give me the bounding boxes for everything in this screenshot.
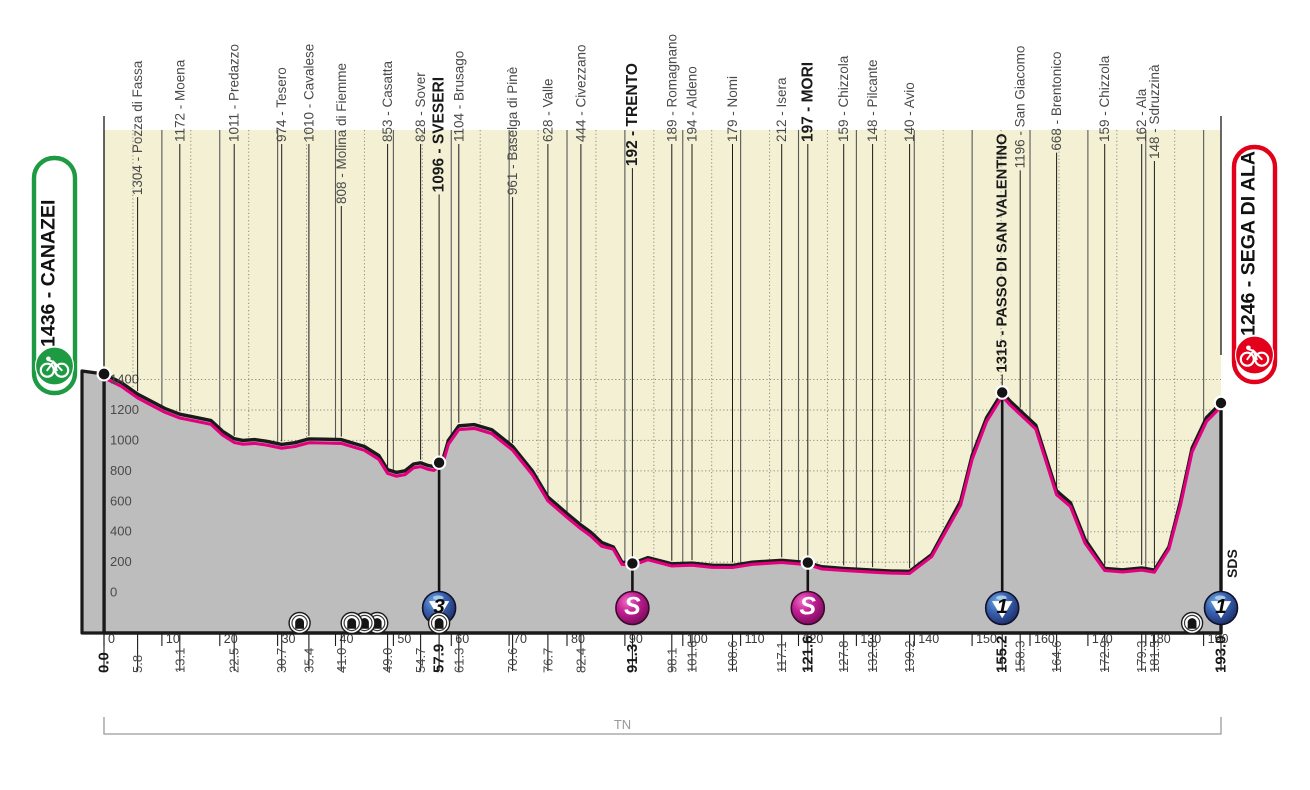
svg-text:961 - Baselga di Pinè: 961 - Baselga di Pinè xyxy=(505,67,520,195)
svg-text:0.0: 0.0 xyxy=(96,652,113,673)
svg-text:10: 10 xyxy=(166,632,180,646)
svg-text:121.6: 121.6 xyxy=(799,635,816,673)
svg-text:159 - Chizzola: 159 - Chizzola xyxy=(836,55,851,142)
svg-text:1: 1 xyxy=(1215,595,1226,618)
svg-text:57.9: 57.9 xyxy=(431,644,448,673)
svg-text:110: 110 xyxy=(745,632,765,646)
svg-text:600: 600 xyxy=(110,493,132,508)
svg-text:80: 80 xyxy=(571,632,585,646)
svg-text:192 - TRENTO: 192 - TRENTO xyxy=(624,63,641,166)
svg-text:400: 400 xyxy=(110,524,132,539)
svg-text:148 - Pilcante: 148 - Pilcante xyxy=(865,59,880,142)
svg-text:808 - Molina di Fiemme: 808 - Molina di Fiemme xyxy=(334,63,349,204)
svg-text:800: 800 xyxy=(110,463,132,478)
svg-text:974 - Tesero: 974 - Tesero xyxy=(274,67,289,142)
svg-text:139.2: 139.2 xyxy=(902,640,917,673)
svg-text:189 - Romagnano: 189 - Romagnano xyxy=(664,34,679,142)
svg-text:82.4: 82.4 xyxy=(573,648,588,673)
svg-text:127.8: 127.8 xyxy=(836,640,851,673)
svg-text:1196 - San Giacomo: 1196 - San Giacomo xyxy=(1013,46,1028,169)
svg-text:108.6: 108.6 xyxy=(725,640,740,673)
svg-text:49.0: 49.0 xyxy=(380,648,395,673)
svg-text:132.8: 132.8 xyxy=(865,640,880,673)
svg-text:30.7: 30.7 xyxy=(274,648,289,673)
svg-text:194 - Aldeno: 194 - Aldeno xyxy=(685,66,700,142)
svg-text:70.6: 70.6 xyxy=(505,648,520,673)
svg-text:70: 70 xyxy=(513,632,527,646)
svg-text:TN: TN xyxy=(614,717,631,732)
svg-text:1400: 1400 xyxy=(110,372,139,387)
svg-text:35.4: 35.4 xyxy=(301,648,316,673)
svg-text:SDS: SDS xyxy=(1224,549,1240,578)
svg-text:54.7: 54.7 xyxy=(413,648,428,673)
svg-text:S: S xyxy=(800,593,817,620)
svg-text:164.6: 164.6 xyxy=(1049,640,1064,673)
svg-text:853 - Casatta: 853 - Casatta xyxy=(380,60,395,142)
svg-text:0: 0 xyxy=(108,632,115,646)
svg-text:91.3: 91.3 xyxy=(624,644,641,673)
svg-text:1: 1 xyxy=(996,595,1007,618)
svg-text:1000: 1000 xyxy=(110,432,139,447)
svg-text:212 - Isera: 212 - Isera xyxy=(774,77,789,142)
svg-text:5.8: 5.8 xyxy=(130,655,145,673)
svg-text:155.2: 155.2 xyxy=(994,635,1011,673)
svg-text:444 - Civezzano: 444 - Civezzano xyxy=(573,44,588,142)
svg-text:181.5: 181.5 xyxy=(1147,640,1162,673)
svg-text:172.9: 172.9 xyxy=(1097,640,1112,673)
svg-text:50: 50 xyxy=(397,632,411,646)
svg-text:1436 - CANAZEI: 1436 - CANAZEI xyxy=(38,200,60,347)
svg-text:158.3: 158.3 xyxy=(1013,640,1028,673)
svg-text:22.5: 22.5 xyxy=(227,648,242,673)
svg-text:13.1: 13.1 xyxy=(172,648,187,673)
svg-text:628 - Valle: 628 - Valle xyxy=(540,78,555,142)
svg-text:117.1: 117.1 xyxy=(774,641,789,673)
svg-text:60: 60 xyxy=(455,632,469,646)
svg-text:197 - MORI: 197 - MORI xyxy=(799,62,816,142)
svg-text:61.3: 61.3 xyxy=(451,648,466,673)
svg-text:30: 30 xyxy=(282,632,296,646)
svg-text:1096 - SVESERI: 1096 - SVESERI xyxy=(431,77,448,192)
svg-text:0: 0 xyxy=(110,585,117,600)
svg-text:148 - Sdruzzinà: 148 - Sdruzzinà xyxy=(1147,64,1162,159)
svg-text:1172 - Moena: 1172 - Moena xyxy=(172,59,187,142)
svg-text:828 - Sover: 828 - Sover xyxy=(413,72,428,142)
svg-text:41.0: 41.0 xyxy=(334,648,349,673)
svg-text:1010 - Cavalese: 1010 - Cavalese xyxy=(301,44,316,142)
svg-text:200: 200 xyxy=(110,554,132,569)
svg-text:1011 - Predazzo: 1011 - Predazzo xyxy=(227,44,242,142)
svg-text:1104 - Brusago: 1104 - Brusago xyxy=(451,51,466,142)
svg-text:140: 140 xyxy=(918,632,939,646)
svg-text:1200: 1200 xyxy=(110,402,139,417)
svg-text:1304 - Pozza di Fassa: 1304 - Pozza di Fassa xyxy=(130,60,145,195)
svg-text:1246 - SEGA DI ALA: 1246 - SEGA DI ALA xyxy=(1238,151,1260,336)
svg-text:159 - Chizzola: 159 - Chizzola xyxy=(1097,55,1112,142)
svg-text:20: 20 xyxy=(224,632,238,646)
svg-text:S: S xyxy=(624,593,641,620)
svg-text:1315 - PASSO DI SAN VALENTINO: 1315 - PASSO DI SAN VALENTINO xyxy=(995,133,1011,372)
svg-text:193.0: 193.0 xyxy=(1213,635,1230,673)
svg-text:76.7: 76.7 xyxy=(540,648,555,673)
svg-text:179 - Nomi: 179 - Nomi xyxy=(725,76,740,142)
svg-text:101.6: 101.6 xyxy=(685,640,700,673)
svg-text:98.1: 98.1 xyxy=(664,648,679,673)
svg-text:140 - Avio: 140 - Avio xyxy=(902,82,917,142)
svg-text:668 - Brentonico: 668 - Brentonico xyxy=(1049,52,1064,151)
